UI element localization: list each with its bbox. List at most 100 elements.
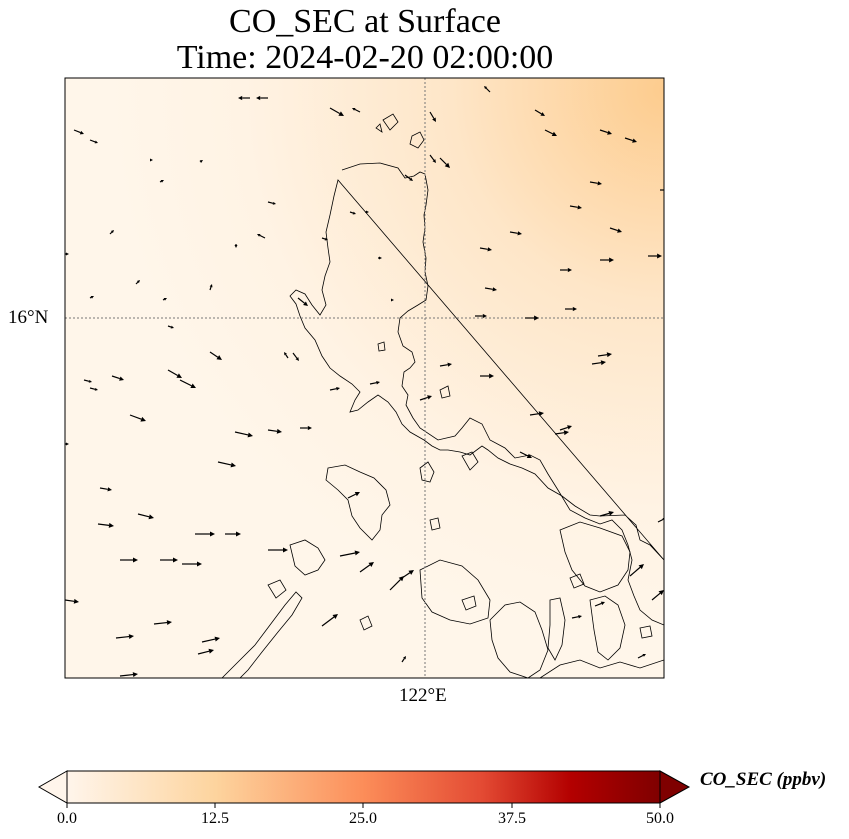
wind-vector-head (66, 252, 69, 256)
wind-vector-head (332, 614, 338, 619)
wind-vector-shaft (119, 673, 134, 677)
wind-vector-head (94, 140, 98, 144)
wind-vector-head (150, 158, 153, 162)
wind-vector-head (432, 117, 436, 122)
wind-vector-head (600, 601, 605, 606)
wind-vector-head (163, 298, 167, 301)
wind-vector-head (324, 237, 328, 241)
wind-vector-shaft (519, 451, 529, 457)
wind-vector-shaft (167, 369, 178, 377)
wind-vector-shaft (479, 247, 488, 250)
longitude-label: 122°E (399, 685, 447, 706)
wind-vector-head (210, 531, 215, 537)
wind-vector-head (354, 550, 360, 556)
wind-vector-head (166, 620, 172, 626)
wind-vector-shaft (599, 129, 608, 134)
wind-vector-shaft (65, 599, 75, 602)
wind-vector-head (256, 95, 261, 101)
wind-vector-head (563, 430, 569, 436)
wind-vector-shaft (429, 111, 435, 119)
wind-vector-head (238, 95, 243, 101)
wind-vector-shaft (259, 234, 266, 239)
wind-vector-head (197, 561, 202, 567)
wind-vector-head (148, 514, 154, 520)
colorbar-extend-low (37, 770, 68, 804)
coastline-island (461, 595, 477, 611)
wind-vector-head (173, 557, 178, 563)
wind-vector-head (597, 181, 602, 186)
coastline-island (429, 517, 441, 531)
wind-vector-head (540, 112, 545, 116)
wind-vector-head (538, 411, 544, 417)
wind-vector-head (170, 325, 174, 329)
wind-vector-head (88, 379, 92, 383)
wind-vector-head (208, 648, 214, 654)
wind-vector-head (160, 180, 164, 183)
wind-vector-head (492, 287, 497, 292)
wind-vector-head (73, 598, 79, 604)
wind-vector-shaft (609, 227, 618, 232)
wind-vector-head (214, 636, 220, 642)
wind-vector-shaft (359, 564, 371, 573)
wind-vector-head (617, 228, 622, 233)
wind-vector-shaft (135, 281, 139, 285)
coastline-negros (489, 601, 549, 678)
wind-vector-head (338, 111, 344, 116)
wind-vector-head (658, 590, 664, 596)
wind-vector-head (517, 231, 522, 236)
wind-vector-shaft (401, 572, 411, 579)
wind-vector-head (140, 416, 146, 422)
wind-vector-shaft (569, 205, 578, 208)
wind-vector-shaft (544, 129, 554, 135)
wind-vector-head (444, 162, 450, 168)
wind-vector-shaft (201, 638, 216, 643)
colorbar-tick-label: 37.5 (498, 810, 526, 827)
wind-vector-head (657, 253, 662, 259)
wind-vector-head (272, 201, 276, 205)
colorbar-tick-label: 25.0 (349, 810, 377, 827)
wind-vector-shaft (339, 552, 356, 557)
wind-vector-head (107, 487, 112, 492)
wind-vector-head (354, 492, 360, 497)
wind-vector-head (199, 160, 203, 163)
wind-vector-head (110, 230, 114, 234)
wind-vector-head (482, 313, 487, 319)
wind-vector-head (236, 531, 241, 537)
wind-vector-shaft (73, 129, 81, 134)
wind-vector-head (526, 453, 532, 458)
wind-vector-head (94, 387, 98, 391)
coastline-island (419, 461, 435, 483)
wind-vector-head (336, 386, 340, 391)
wind-vector-shaft (217, 461, 232, 466)
wind-vector-head (484, 86, 488, 90)
wind-vector-head (132, 672, 138, 678)
wind-vector-shaft (571, 616, 579, 619)
wind-vector-head (608, 510, 614, 516)
wind-vector-shaft (401, 658, 405, 663)
wind-vector-shaft (111, 375, 120, 380)
wind-vector-shaft (321, 237, 326, 240)
wind-vector-head (108, 522, 114, 528)
wind-vector-shaft (129, 414, 142, 420)
wind-vector-shaft (321, 616, 335, 627)
wind-vector-head (403, 656, 406, 660)
wind-vector-head (607, 130, 612, 135)
wind-vector-head (136, 280, 140, 284)
wind-vector-head (408, 570, 414, 575)
wind-vector-shaft (179, 379, 192, 387)
wind-vector-head (119, 376, 124, 381)
wind-vector-shaft (297, 297, 305, 304)
colorbar-tick-label: 50.0 (646, 810, 674, 827)
wind-vector-head (303, 301, 308, 306)
wind-vector-head (190, 383, 196, 388)
wind-vector-head (551, 131, 557, 136)
wind-vector-head (379, 256, 382, 260)
wind-vector-head (578, 614, 582, 619)
coastline-calamian (289, 539, 326, 576)
wind-vector-shaft (162, 298, 165, 301)
wind-vector-head (366, 210, 369, 214)
wind-vector-shaft (89, 296, 92, 299)
wind-vector-shaft (167, 325, 172, 328)
wind-vector-head (606, 352, 612, 358)
coastline-panay (419, 559, 491, 625)
